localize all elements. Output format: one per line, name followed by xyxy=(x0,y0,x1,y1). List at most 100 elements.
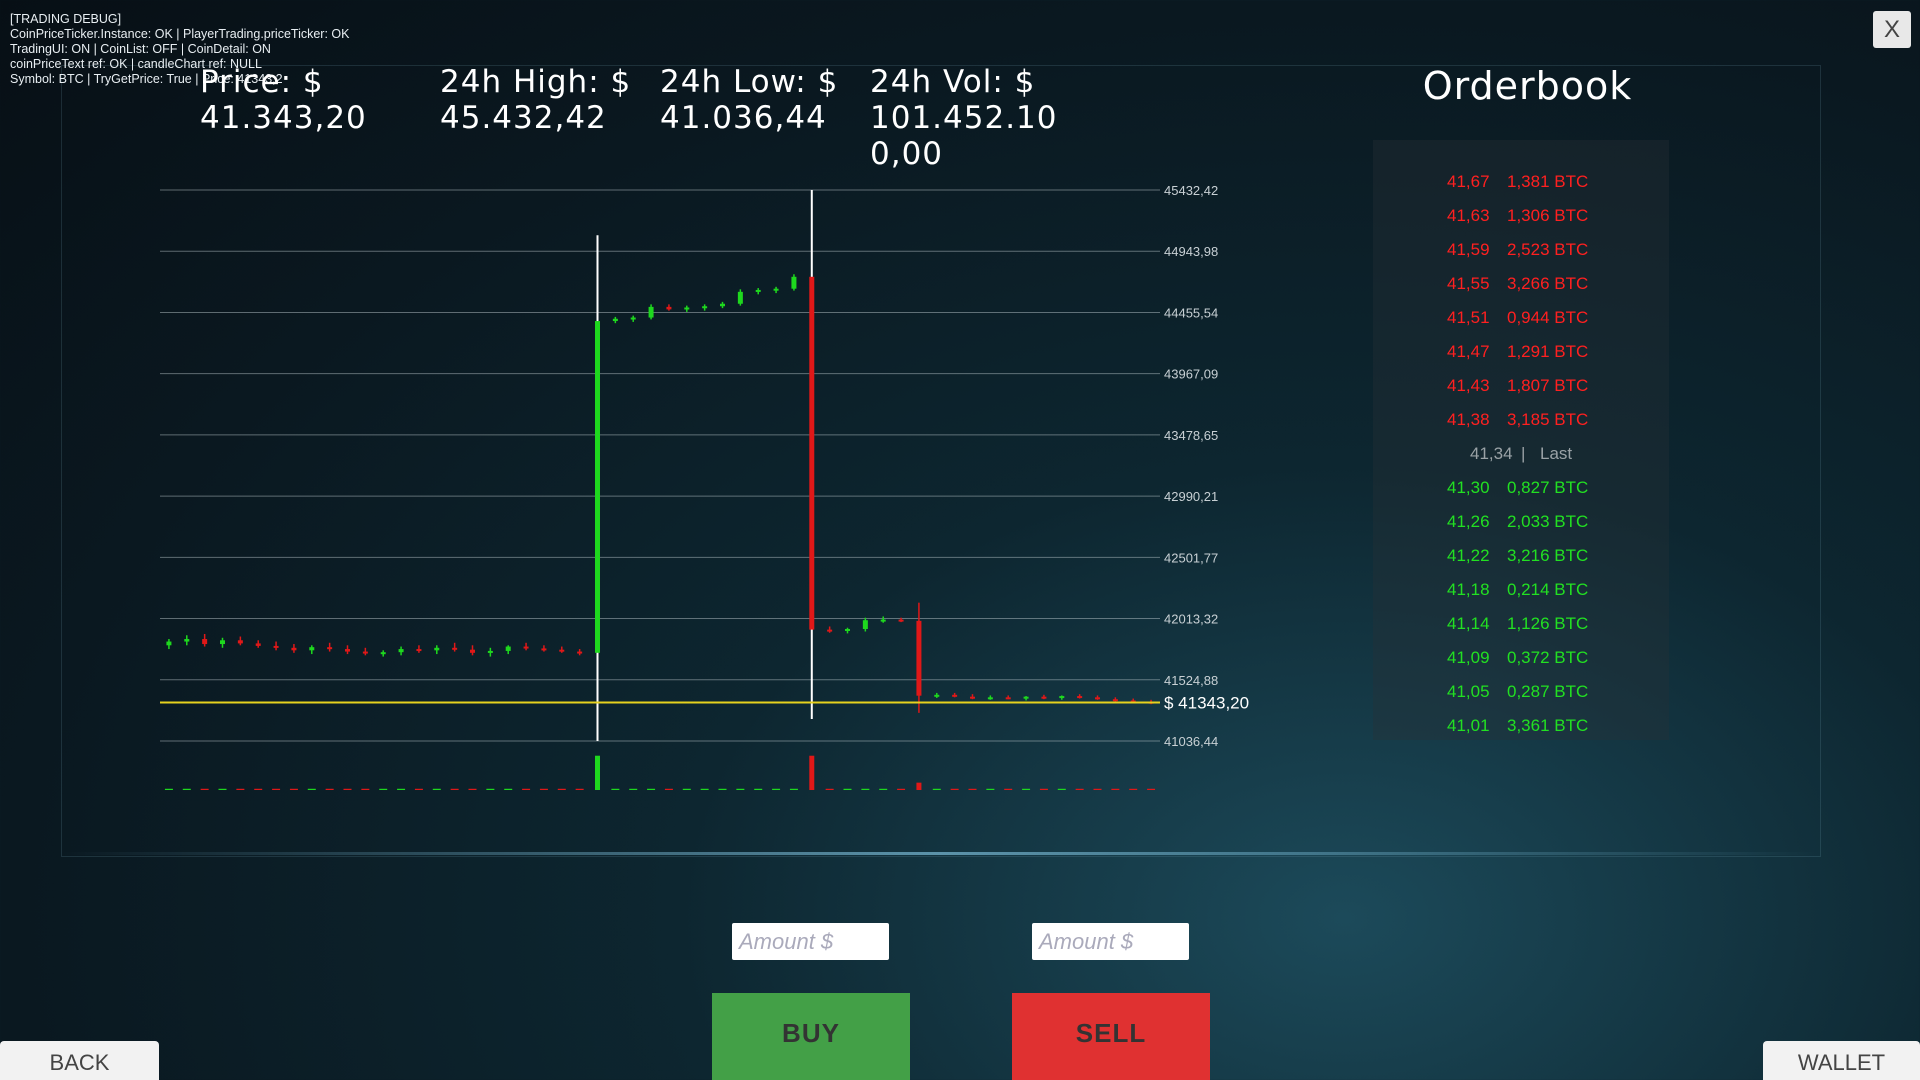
candle-body xyxy=(1077,696,1083,699)
y-tick-label: 42501,77 xyxy=(1164,550,1218,565)
volume-bar xyxy=(164,788,173,790)
buy-button[interactable]: BUY xyxy=(712,993,910,1080)
bid-price: 41,30 xyxy=(1447,478,1490,497)
candle-body xyxy=(487,650,493,653)
volume-bar xyxy=(289,788,298,790)
bid-amount: 0,214 BTC xyxy=(1507,580,1589,599)
candle-body xyxy=(327,647,333,650)
orderbook-title: Orderbook xyxy=(1422,64,1633,108)
bid-price: 41,01 xyxy=(1447,716,1490,735)
orderbook-row: 41,30 0,827 BTC xyxy=(1373,472,1669,506)
bid-price: 41,18 xyxy=(1447,580,1490,599)
ask-amount: 3,266 BTC xyxy=(1507,274,1589,293)
panel-glow xyxy=(61,852,1819,855)
bid-price: 41,26 xyxy=(1447,512,1490,531)
volume-bar xyxy=(307,788,316,790)
volume-bar xyxy=(879,788,888,790)
debug-line: [TRADING DEBUG] xyxy=(10,12,122,26)
candle-body xyxy=(612,318,618,322)
candle-body xyxy=(1059,696,1065,699)
candle-body xyxy=(523,646,529,649)
ask-price: 41,51 xyxy=(1447,308,1490,327)
candle-body xyxy=(291,647,297,651)
candle-body xyxy=(452,647,458,650)
volume-bar xyxy=(361,788,370,790)
volume-bar xyxy=(861,788,870,790)
close-button[interactable]: X xyxy=(1873,11,1911,48)
ask-price: 41,43 xyxy=(1447,376,1490,395)
volume-bar xyxy=(629,788,638,790)
y-tick-label: 43478,65 xyxy=(1164,428,1218,443)
stat-value: 45.432,42 xyxy=(440,100,607,136)
stat-value: 41.036,44 xyxy=(660,100,827,136)
orderbook-row: 41,43 1,807 BTC xyxy=(1373,370,1669,404)
ask-price: 41,59 xyxy=(1447,240,1490,259)
candle-body xyxy=(309,647,315,651)
bid-amount: 3,361 BTC xyxy=(1507,716,1589,735)
ask-amount: 1,306 BTC xyxy=(1507,206,1589,225)
volume-bar xyxy=(432,788,441,790)
stat-label: 24h Low: $ xyxy=(660,64,839,100)
candle-body xyxy=(1130,700,1136,703)
volume-bar xyxy=(236,788,245,790)
candle-body xyxy=(880,619,886,622)
candle-body xyxy=(1005,697,1011,700)
bid-amount: 0,372 BTC xyxy=(1507,648,1589,667)
ask-amount: 0,944 BTC xyxy=(1507,308,1589,327)
sell-amount-input[interactable]: Amount $ xyxy=(1032,923,1189,960)
volume-bar xyxy=(575,788,584,790)
bid-price: 41,14 xyxy=(1447,614,1490,633)
stat-label: 24h High: $ xyxy=(440,64,632,100)
volume-bar xyxy=(843,788,852,790)
candle-body xyxy=(791,276,797,289)
sell-button[interactable]: SELL xyxy=(1012,993,1210,1080)
back-button[interactable]: BACK xyxy=(0,1041,159,1080)
ask-price: 41,63 xyxy=(1447,206,1490,225)
volume-bar xyxy=(379,788,388,790)
stat-label: Price: $ xyxy=(200,64,324,100)
volume-bar xyxy=(950,788,959,790)
volume-bar xyxy=(1075,788,1084,790)
volume-bar xyxy=(182,788,191,790)
y-tick-label: 41524,88 xyxy=(1164,673,1218,688)
stat: 24h Vol: $101.452.100,00 xyxy=(870,64,1070,172)
candle-body xyxy=(684,307,690,310)
ask-price: 41,67 xyxy=(1447,172,1490,191)
candle-body xyxy=(970,696,975,699)
volume-bar xyxy=(772,788,781,790)
volume-bar xyxy=(1147,788,1156,790)
volume-bar xyxy=(1111,788,1120,790)
candle-body xyxy=(934,694,940,697)
y-tick-label: 45432,42 xyxy=(1164,183,1218,198)
candle-body xyxy=(470,649,475,653)
orderbook-panel xyxy=(1373,140,1669,740)
candle-body xyxy=(987,697,993,700)
panel-frame xyxy=(61,65,1821,857)
orderbook-row: 41,63 1,306 BTC xyxy=(1373,200,1669,234)
orderbook-row: 41,47 1,291 BTC xyxy=(1373,336,1669,370)
volume-bar xyxy=(397,788,406,790)
y-tick-label: 42013,32 xyxy=(1164,612,1218,627)
ask-amount: 2,523 BTC xyxy=(1507,240,1589,259)
candle-body xyxy=(273,645,279,648)
candle-body xyxy=(630,317,636,320)
candle-body xyxy=(202,639,208,645)
volume-bar xyxy=(647,788,656,790)
orderbook-row: 41,34 | Last xyxy=(1373,438,1669,472)
buy-amount-input[interactable]: Amount $ xyxy=(732,923,889,960)
volume-bar xyxy=(504,788,513,790)
bid-amount: 3,216 BTC xyxy=(1507,546,1589,565)
last-separator: | xyxy=(1521,444,1526,463)
volume-bar xyxy=(1022,788,1031,790)
candle-body xyxy=(362,651,368,654)
volume-bar xyxy=(718,788,727,790)
orderbook-row: 41,18 0,214 BTC xyxy=(1373,574,1669,608)
wallet-button[interactable]: WALLET xyxy=(1763,1041,1920,1080)
volume-bar xyxy=(700,788,709,790)
debug-line: CoinPriceTicker.Instance: OK | PlayerTra… xyxy=(10,27,350,41)
candle-body xyxy=(398,649,404,653)
orderbook-row: 41,26 2,033 BTC xyxy=(1373,506,1669,540)
volume-bar xyxy=(736,788,745,790)
volume-bar xyxy=(539,788,548,790)
